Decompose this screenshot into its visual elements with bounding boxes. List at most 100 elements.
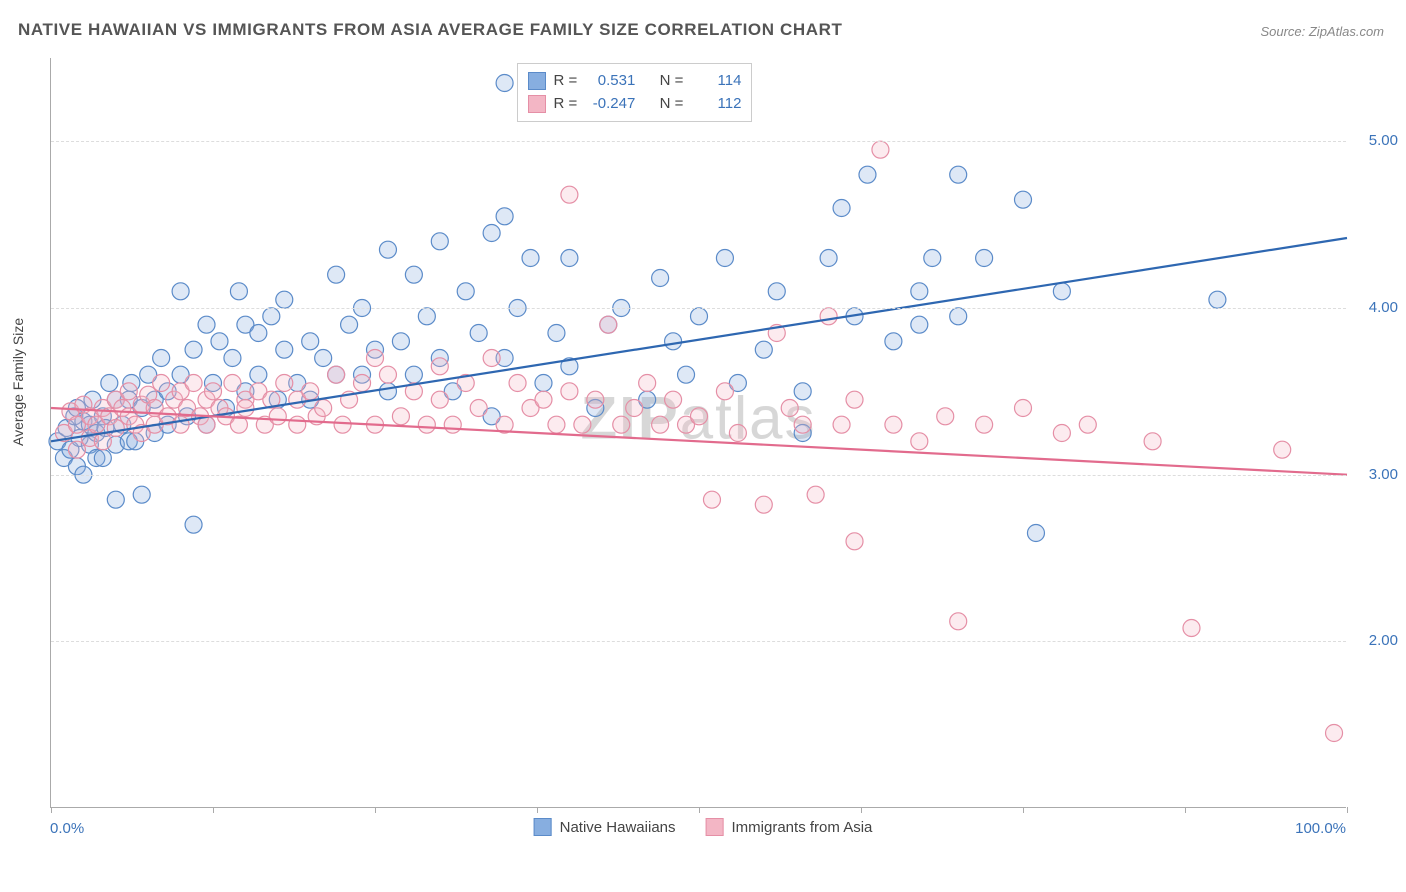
- data-point: [133, 486, 150, 503]
- legend-swatch: [706, 818, 724, 836]
- legend-label: Native Hawaiians: [560, 819, 676, 836]
- grid-line: [51, 141, 1346, 142]
- stats-n-value: 114: [691, 70, 741, 93]
- data-point: [107, 491, 124, 508]
- chart-title: NATIVE HAWAIIAN VS IMMIGRANTS FROM ASIA …: [18, 20, 842, 40]
- data-point: [755, 341, 772, 358]
- data-point: [924, 250, 941, 267]
- stats-r-label: R =: [554, 70, 578, 93]
- data-point: [1079, 416, 1096, 433]
- data-point: [431, 233, 448, 250]
- data-point: [937, 408, 954, 425]
- data-point: [716, 383, 733, 400]
- data-point: [872, 141, 889, 158]
- data-point: [120, 383, 137, 400]
- stats-r-label: R =: [554, 93, 578, 116]
- data-point: [94, 433, 111, 450]
- data-point: [418, 308, 435, 325]
- data-point: [691, 308, 708, 325]
- data-point: [250, 325, 267, 342]
- data-point: [224, 375, 241, 392]
- data-point: [263, 308, 280, 325]
- x-tick-mark: [861, 807, 862, 813]
- stats-n-label: N =: [660, 70, 684, 93]
- data-point: [1015, 191, 1032, 208]
- data-point: [794, 383, 811, 400]
- x-tick-mark: [1185, 807, 1186, 813]
- data-point: [859, 166, 876, 183]
- data-point: [976, 416, 993, 433]
- data-point: [561, 250, 578, 267]
- legend-item: Immigrants from Asia: [706, 818, 873, 836]
- data-point: [820, 250, 837, 267]
- data-point: [1015, 400, 1032, 417]
- data-point: [574, 416, 591, 433]
- data-point: [328, 366, 345, 383]
- y-tick-label: 4.00: [1350, 299, 1398, 316]
- data-point: [302, 333, 319, 350]
- data-point: [678, 366, 695, 383]
- data-point: [885, 416, 902, 433]
- data-point: [652, 416, 669, 433]
- data-point: [794, 416, 811, 433]
- data-point: [522, 250, 539, 267]
- stats-row: R = 0.531 N = 114: [528, 70, 742, 93]
- data-point: [328, 266, 345, 283]
- stats-row: R =-0.247 N =112: [528, 93, 742, 116]
- data-point: [729, 425, 746, 442]
- data-point: [341, 316, 358, 333]
- data-point: [470, 325, 487, 342]
- stats-r-value: 0.531: [585, 70, 635, 93]
- data-point: [1053, 425, 1070, 442]
- stats-box: R = 0.531 N = 114R = -0.247 N = 112: [517, 63, 753, 122]
- data-point: [548, 325, 565, 342]
- data-point: [509, 375, 526, 392]
- data-point: [289, 416, 306, 433]
- data-point: [911, 433, 928, 450]
- data-point: [172, 416, 189, 433]
- data-point: [587, 391, 604, 408]
- data-point: [1144, 433, 1161, 450]
- data-point: [665, 391, 682, 408]
- data-point: [483, 350, 500, 367]
- data-point: [1326, 725, 1343, 742]
- data-point: [600, 316, 617, 333]
- data-point: [885, 333, 902, 350]
- x-tick-min: 0.0%: [50, 820, 84, 837]
- stats-n-value: 112: [691, 93, 741, 116]
- x-tick-mark: [375, 807, 376, 813]
- legend-item: Native Hawaiians: [534, 818, 676, 836]
- data-point: [716, 250, 733, 267]
- bottom-legend: Native Hawaiians Immigrants from Asia: [534, 818, 873, 836]
- data-point: [185, 341, 202, 358]
- data-point: [444, 416, 461, 433]
- scatter-svg: [51, 58, 1346, 807]
- data-point: [950, 308, 967, 325]
- data-point: [561, 383, 578, 400]
- data-point: [276, 291, 293, 308]
- data-point: [185, 516, 202, 533]
- data-point: [626, 400, 643, 417]
- data-point: [768, 283, 785, 300]
- x-tick-mark: [537, 807, 538, 813]
- data-point: [379, 241, 396, 258]
- data-point: [976, 250, 993, 267]
- data-point: [483, 225, 500, 242]
- legend-label: Immigrants from Asia: [732, 819, 873, 836]
- y-axis-label: Average Family Size: [10, 318, 26, 446]
- stats-r-value: -0.247: [585, 93, 635, 116]
- data-point: [269, 408, 286, 425]
- data-point: [833, 200, 850, 217]
- data-point: [101, 375, 118, 392]
- source-attribution: Source: ZipAtlas.com: [1260, 24, 1384, 39]
- plot-area: ZIPatlas 2.003.004.005.00: [50, 58, 1346, 808]
- y-tick-label: 2.00: [1350, 632, 1398, 649]
- x-tick-mark: [213, 807, 214, 813]
- data-point: [431, 358, 448, 375]
- data-point: [535, 375, 552, 392]
- data-point: [548, 416, 565, 433]
- data-point: [315, 350, 332, 367]
- x-tick-mark: [1023, 807, 1024, 813]
- data-point: [379, 383, 396, 400]
- data-point: [781, 400, 798, 417]
